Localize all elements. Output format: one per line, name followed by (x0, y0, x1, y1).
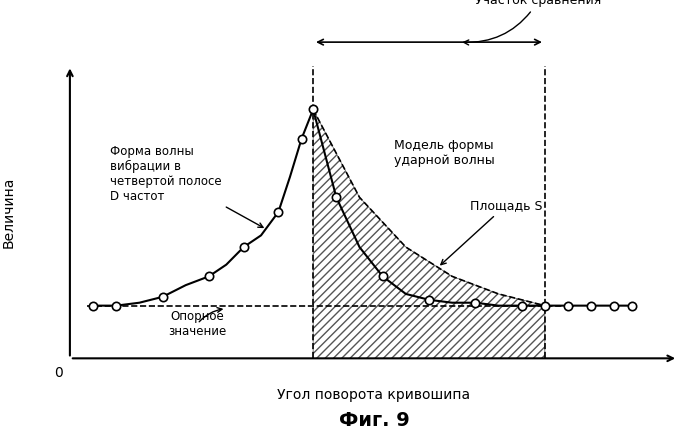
Text: Участок сравнения: Участок сравнения (463, 0, 602, 45)
Text: Площадь S: Площадь S (441, 199, 542, 265)
Text: Форма волны
вибрации в
четвертой полосе
D частот: Форма волны вибрации в четвертой полосе … (110, 145, 263, 227)
Text: Опорное
значение: Опорное значение (168, 308, 226, 338)
Text: Модель формы
ударной волны: Модель формы ударной волны (394, 139, 495, 167)
Text: Фиг. 9: Фиг. 9 (338, 411, 410, 430)
Text: Величина: Величина (2, 176, 16, 248)
Text: Угол поворота кривошипа: Угол поворота кривошипа (278, 388, 470, 402)
Text: 0: 0 (55, 366, 63, 380)
